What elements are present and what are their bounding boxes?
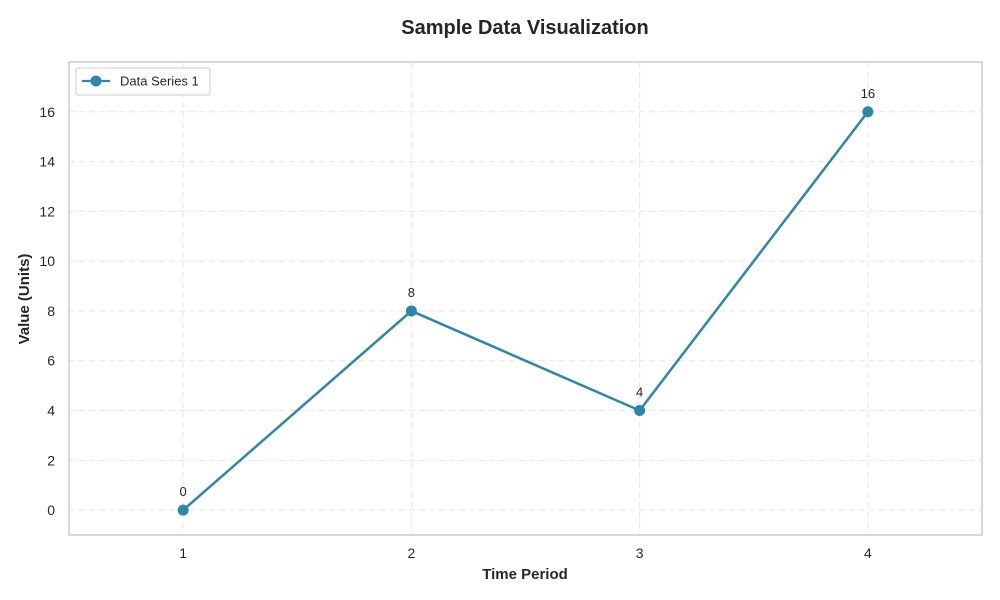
chart-title: Sample Data Visualization [401,17,649,39]
data-label: 16 [861,86,875,101]
x-axis-label: Time Period [482,566,568,583]
data-label: 8 [408,285,415,300]
data-label: 4 [636,385,643,400]
y-tick-label: 2 [47,452,55,468]
data-point [405,305,417,317]
y-tick-label: 10 [39,253,55,269]
legend-label: Data Series 1 [120,74,199,89]
data-point [634,405,646,417]
x-tick-label: 3 [636,545,644,561]
y-tick-label: 16 [39,104,55,120]
series-layer: 0 8 4 16 [177,86,875,516]
x-axis-ticks: 1 2 3 4 [179,545,872,561]
y-tick-label: 0 [47,502,55,518]
y-tick-label: 8 [47,303,55,319]
grid [69,62,982,535]
data-point [862,106,874,118]
y-tick-label: 6 [47,353,55,369]
x-tick-label: 1 [179,545,187,561]
data-label: 0 [180,484,187,499]
legend: Data Series 1 [75,67,211,96]
x-tick-label: 2 [407,545,415,561]
plot-frame [68,61,983,536]
y-tick-label: 12 [39,203,55,219]
legend-marker-swatch [90,75,102,87]
y-tick-label: 14 [39,154,55,170]
x-tick-label: 4 [864,545,872,561]
y-tick-label: 4 [47,403,55,419]
data-point [177,504,189,516]
legend-box [75,67,211,96]
series-line [182,111,869,512]
y-axis-label: Value (Units) [16,254,33,345]
y-axis-ticks: 0 2 4 6 8 10 12 14 16 [39,104,55,518]
